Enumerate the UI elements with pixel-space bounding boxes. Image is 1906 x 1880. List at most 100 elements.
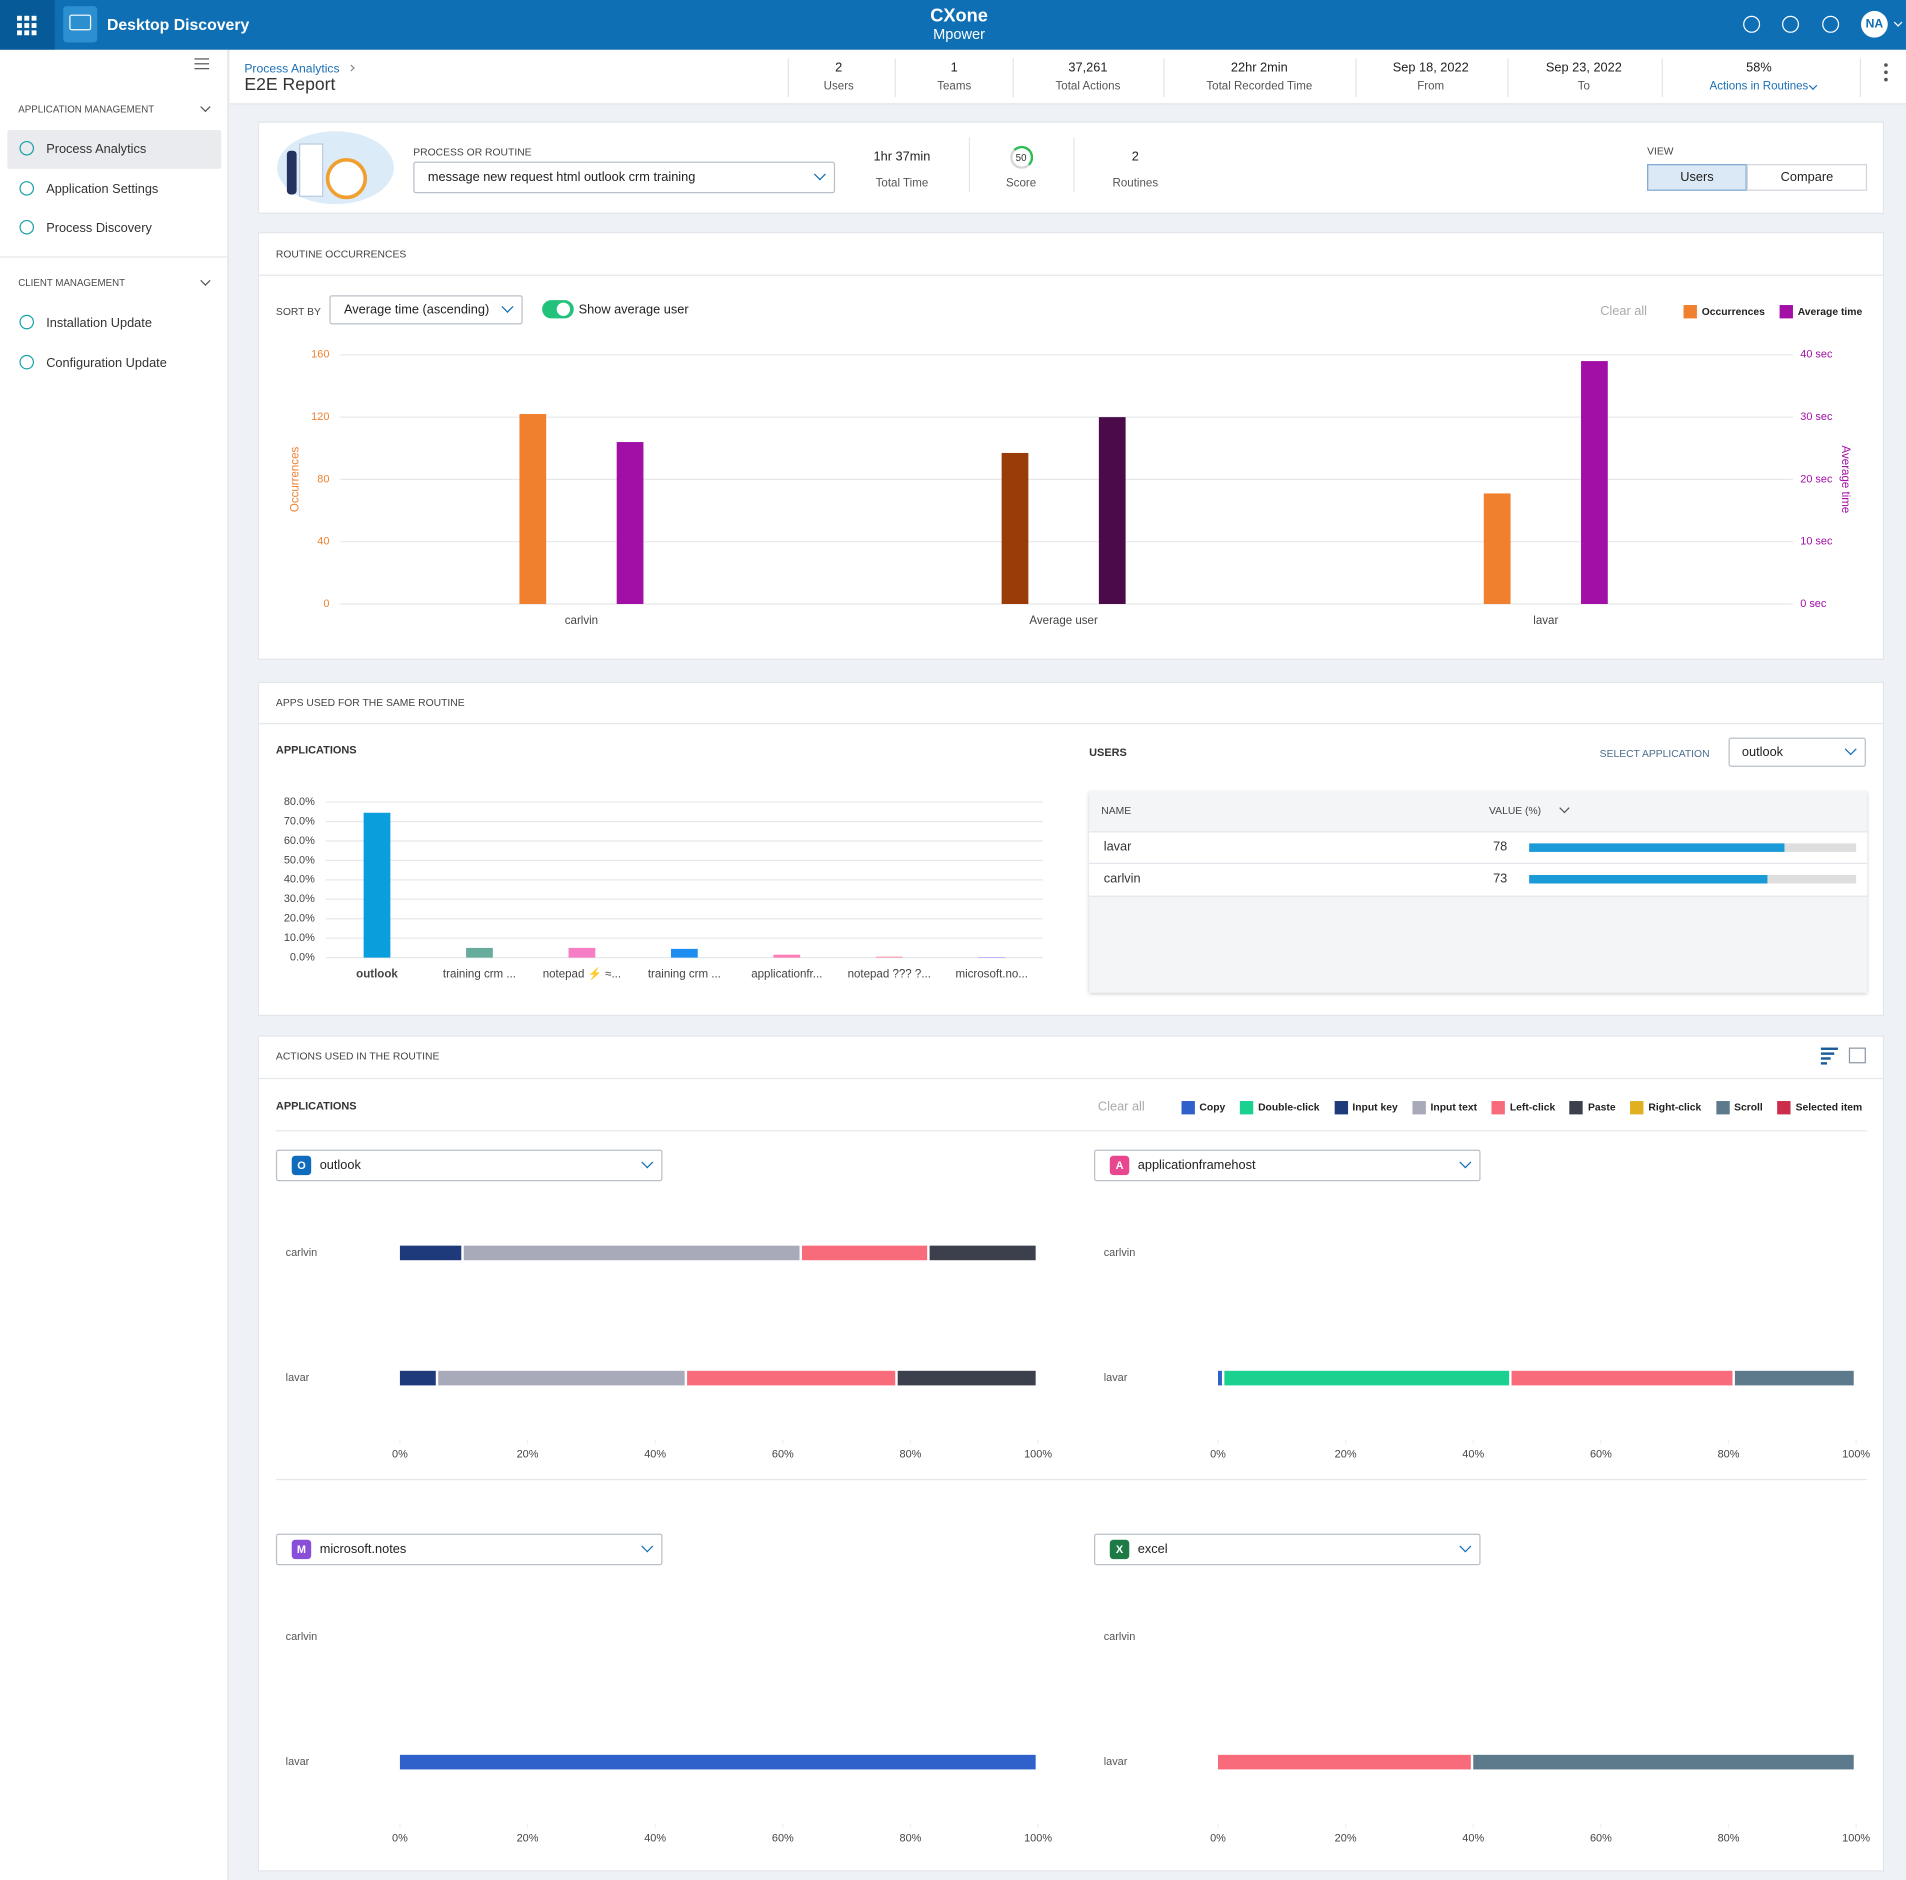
divider <box>257 1077 1885 1080</box>
user-initials[interactable]: NA <box>1865 17 1884 31</box>
breadcrumb-link[interactable]: Process Analytics <box>244 62 340 76</box>
legend-swatch[interactable] <box>1491 1100 1505 1114</box>
legend-label[interactable]: Double-click <box>1258 1101 1320 1114</box>
nav-item[interactable]: Process Discovery <box>46 221 152 236</box>
field-label: SELECT APPLICATION <box>1599 747 1710 760</box>
metric-label: Score <box>1005 176 1037 191</box>
dropdown[interactable] <box>275 1533 663 1566</box>
legend-swatch[interactable] <box>1239 1100 1254 1114</box>
clear-all[interactable]: Clear all <box>1600 303 1648 319</box>
brand: CXone <box>930 5 988 27</box>
stat-label: Total Recorded Time <box>1206 79 1313 93</box>
legend-label[interactable]: Selected item <box>1795 1101 1863 1114</box>
stat-value: Sep 18, 2022 <box>1392 60 1469 76</box>
legend-swatch[interactable] <box>1777 1100 1791 1114</box>
view-button[interactable] <box>1746 164 1868 191</box>
section-title: CLIENT MANAGEMENT <box>18 277 126 289</box>
grid-dot <box>31 23 37 28</box>
legend: Clear all Copy Double-click Input key Input … <box>1098 1099 1862 1116</box>
divider <box>0 256 229 258</box>
divider <box>1507 58 1509 98</box>
dropdown[interactable] <box>413 161 836 194</box>
score-ring <box>1010 145 1034 169</box>
kebab-dot <box>1884 63 1888 67</box>
dropdown[interactable] <box>1094 1149 1481 1182</box>
toggle-knob <box>556 302 571 316</box>
dropdown[interactable] <box>1094 1533 1481 1566</box>
dropdown[interactable] <box>275 1149 663 1182</box>
legend-label[interactable]: Scroll <box>1734 1101 1763 1114</box>
nav-icon <box>19 140 35 156</box>
nav-item[interactable]: Configuration Update <box>46 355 167 371</box>
metric-value: 50 <box>1015 151 1027 163</box>
user-name: lavar <box>1103 839 1132 855</box>
metric-value: 2 <box>1131 149 1139 165</box>
dropdown-value: Average time (ascending) <box>344 302 490 318</box>
stat-value: 22hr 2min <box>1230 60 1288 76</box>
field-label: VIEW <box>1647 144 1674 157</box>
view-option[interactable]: Users <box>1680 170 1714 185</box>
page-title: E2E Report <box>244 75 336 95</box>
grid-dot <box>31 30 37 36</box>
nav-item[interactable]: Installation Update <box>46 315 152 331</box>
dropdown[interactable] <box>329 295 523 325</box>
legend-swatch[interactable] <box>1181 1100 1195 1114</box>
divider <box>1073 137 1075 193</box>
legend-swatch[interactable] <box>1412 1100 1426 1114</box>
stat-value: 58% <box>1746 60 1772 76</box>
legend-swatch[interactable] <box>1569 1100 1584 1114</box>
section-title: APPLICATION MANAGEMENT <box>18 103 155 115</box>
field-label: PROCESS OR ROUTINE <box>413 145 532 158</box>
metric-value: 1hr 37min <box>873 149 931 165</box>
stat-label: Total Actions <box>1055 79 1121 93</box>
divider <box>787 58 789 98</box>
legend-swatch[interactable] <box>1683 304 1697 318</box>
legend-label[interactable]: Left-click <box>1509 1101 1556 1114</box>
dropdown-value: excel <box>1137 1542 1168 1557</box>
collapse-icon <box>194 58 210 60</box>
legend: Clear all Occurrences Average time <box>1600 303 1862 320</box>
grid-dot <box>24 15 30 21</box>
legend-label[interactable]: Input text <box>1430 1101 1478 1114</box>
legend-label[interactable]: Copy <box>1199 1101 1226 1114</box>
view-button[interactable] <box>1647 164 1747 191</box>
header-icon[interactable] <box>1743 15 1761 33</box>
legend-swatch[interactable] <box>1779 304 1793 318</box>
avatar <box>1861 10 1888 38</box>
header-icon[interactable] <box>1822 15 1840 33</box>
nav-item[interactable]: Process Analytics <box>46 142 147 157</box>
toggle-label: Show average user <box>578 302 689 318</box>
grid-dot <box>17 30 22 36</box>
nav-item[interactable]: Application Settings <box>46 181 159 197</box>
stat-label: From <box>1417 79 1445 93</box>
legend-label[interactable]: Average time <box>1797 305 1863 318</box>
legend-label[interactable]: Input key <box>1352 1101 1398 1114</box>
legend-label[interactable]: Right-click <box>1648 1101 1702 1114</box>
logo <box>63 6 98 43</box>
list-view-icon <box>1820 1047 1838 1050</box>
logo-screen <box>69 14 92 31</box>
header-icon[interactable] <box>1782 15 1800 33</box>
view-option[interactable]: Compare <box>1780 170 1834 185</box>
grid-dot <box>24 30 30 36</box>
kebab-dot <box>1884 77 1888 82</box>
legend-swatch[interactable] <box>1334 1100 1348 1114</box>
divider <box>275 1478 1868 1481</box>
dropdown[interactable] <box>1728 737 1866 767</box>
clear-all[interactable]: Clear all <box>1097 1099 1145 1115</box>
legend-swatch[interactable] <box>1715 1100 1730 1114</box>
legend-label[interactable]: Paste <box>1588 1101 1616 1114</box>
legend-label[interactable]: Occurrences <box>1701 305 1765 318</box>
user-value: 78 <box>1493 839 1508 855</box>
app-icon-letter: A <box>1115 1159 1124 1172</box>
divider <box>1661 58 1663 98</box>
app-title: Desktop Discovery <box>106 15 250 34</box>
stat-label: Users <box>823 79 854 93</box>
stat-label[interactable]: Actions in Routines <box>1709 79 1809 93</box>
legend-swatch[interactable] <box>1630 1100 1644 1114</box>
column-header[interactable]: VALUE (%) <box>1489 804 1542 817</box>
report-header <box>229 49 1906 105</box>
section-label: APPLICATIONS <box>275 743 357 756</box>
sidebar <box>0 49 229 1880</box>
